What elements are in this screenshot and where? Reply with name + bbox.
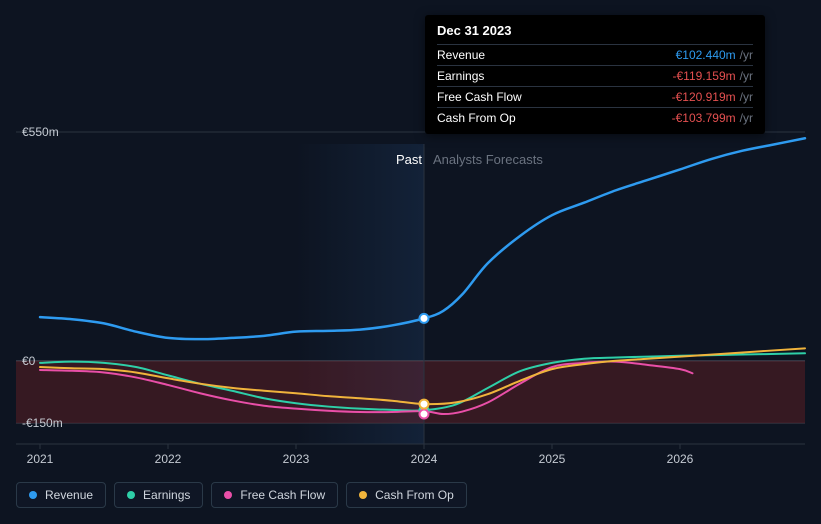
legend-label: Cash From Op bbox=[375, 488, 454, 502]
legend-dot-icon bbox=[359, 491, 367, 499]
tooltip-metric: Earnings bbox=[437, 69, 673, 83]
tooltip-value: -€103.799m bbox=[672, 111, 736, 125]
chart-legend: Revenue Earnings Free Cash Flow Cash From O… bbox=[16, 482, 467, 508]
y-axis-label: €0 bbox=[22, 354, 35, 368]
tooltip-value: -€120.919m bbox=[672, 90, 736, 104]
x-axis-label: 2023 bbox=[283, 452, 310, 466]
tooltip-metric: Cash From Op bbox=[437, 111, 672, 125]
legend-label: Revenue bbox=[45, 488, 93, 502]
tooltip-metric: Free Cash Flow bbox=[437, 90, 672, 104]
legend-label: Free Cash Flow bbox=[240, 488, 325, 502]
tooltip-metric: Revenue bbox=[437, 48, 676, 62]
legend-dot-icon bbox=[127, 491, 135, 499]
financial-forecast-chart: €550m €0 -€150m 2021 2022 2023 2024 2025 2026 P… bbox=[0, 0, 821, 524]
legend-item-revenue[interactable]: Revenue bbox=[16, 482, 106, 508]
tooltip-value: €102.440m bbox=[676, 48, 736, 62]
x-axis-label: 2026 bbox=[667, 452, 694, 466]
tooltip-unit: /yr bbox=[740, 48, 753, 62]
legend-item-cfo[interactable]: Cash From Op bbox=[346, 482, 467, 508]
x-axis-label: 2025 bbox=[539, 452, 566, 466]
legend-dot-icon bbox=[224, 491, 232, 499]
tooltip-date: Dec 31 2023 bbox=[437, 23, 753, 45]
past-label: Past bbox=[396, 152, 422, 167]
y-axis-label: €550m bbox=[22, 125, 59, 139]
tooltip-unit: /yr bbox=[740, 69, 753, 83]
legend-label: Earnings bbox=[143, 488, 190, 502]
legend-dot-icon bbox=[29, 491, 37, 499]
tooltip-row: Free Cash Flow-€120.919m/yr bbox=[437, 87, 753, 108]
tooltip-row: Revenue€102.440m/yr bbox=[437, 45, 753, 66]
x-axis-label: 2022 bbox=[155, 452, 182, 466]
tooltip-row: Cash From Op-€103.799m/yr bbox=[437, 108, 753, 128]
tooltip-row: Earnings-€119.159m/yr bbox=[437, 66, 753, 87]
x-axis-label: 2024 bbox=[411, 452, 438, 466]
y-axis-label: -€150m bbox=[22, 416, 63, 430]
chart-tooltip: Dec 31 2023 Revenue€102.440m/yrEarnings-… bbox=[425, 15, 765, 134]
x-axis-label: 2021 bbox=[27, 452, 54, 466]
legend-item-earnings[interactable]: Earnings bbox=[114, 482, 203, 508]
tooltip-unit: /yr bbox=[740, 90, 753, 104]
forecast-label: Analysts Forecasts bbox=[433, 152, 543, 167]
tooltip-value: -€119.159m bbox=[673, 69, 736, 83]
legend-item-fcf[interactable]: Free Cash Flow bbox=[211, 482, 338, 508]
tooltip-unit: /yr bbox=[740, 111, 753, 125]
